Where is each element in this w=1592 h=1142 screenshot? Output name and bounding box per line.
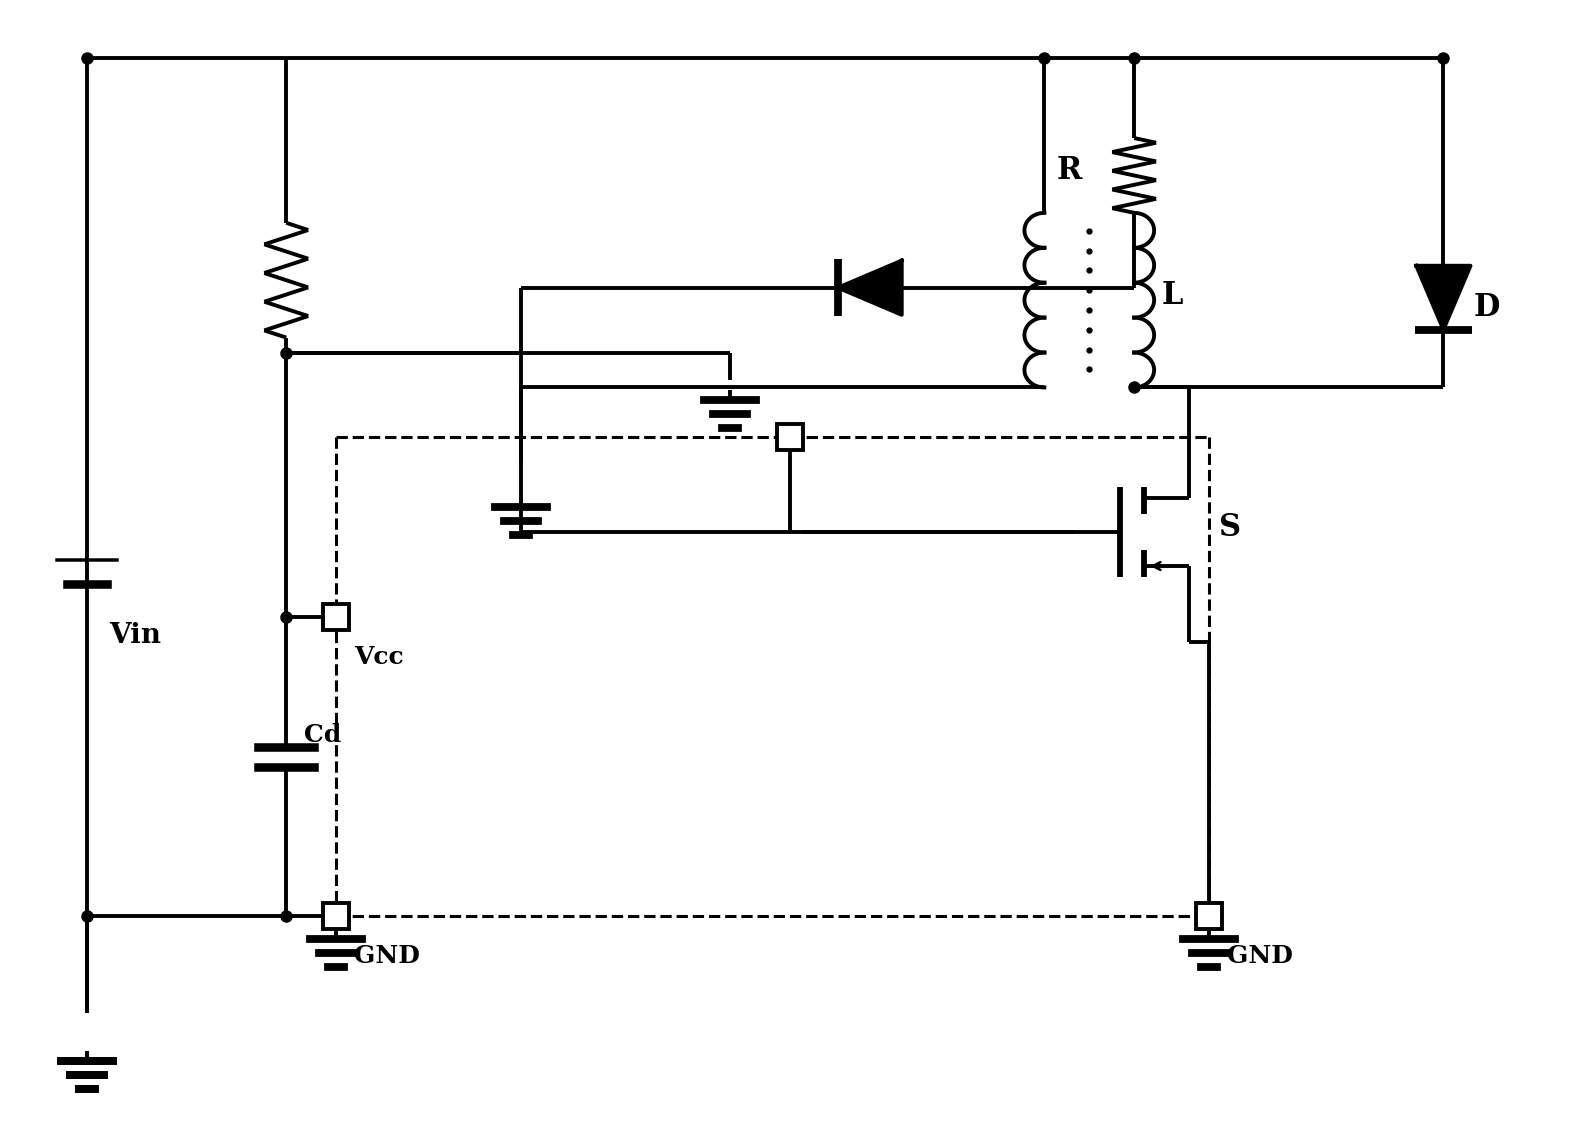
Text: L: L <box>1162 280 1183 311</box>
Bar <box>777 425 802 450</box>
Text: R: R <box>1057 155 1083 186</box>
Bar <box>323 604 349 630</box>
Polygon shape <box>1417 266 1471 330</box>
Text: Cd: Cd <box>304 723 341 747</box>
Bar <box>323 903 349 930</box>
Text: S: S <box>1219 512 1242 542</box>
Text: D: D <box>1473 292 1500 323</box>
Text: Vin: Vin <box>108 622 161 649</box>
Text: Vcc: Vcc <box>353 645 404 669</box>
Text: GND: GND <box>353 944 420 968</box>
Polygon shape <box>837 260 901 315</box>
Bar <box>1196 903 1223 930</box>
Text: GND: GND <box>1227 944 1293 968</box>
